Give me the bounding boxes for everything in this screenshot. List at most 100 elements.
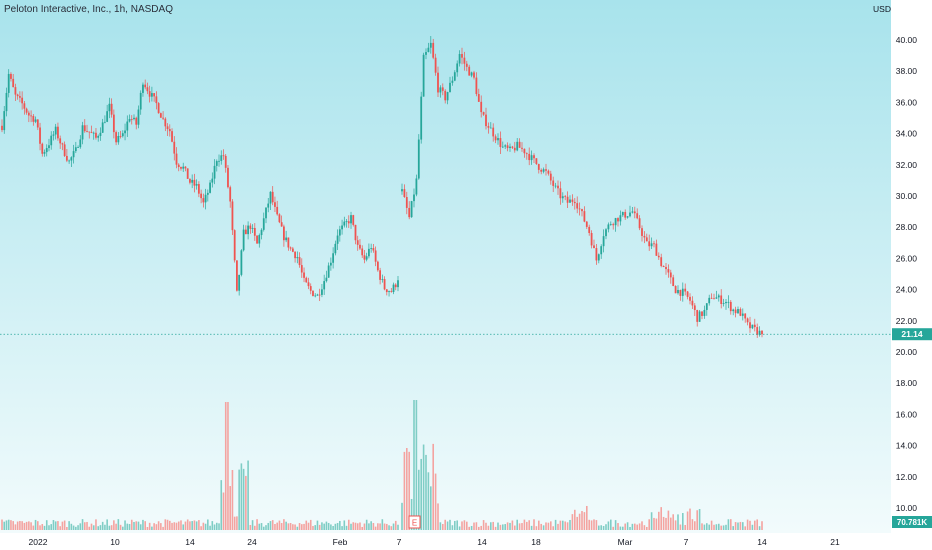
candle <box>477 88 480 102</box>
candle <box>318 288 321 302</box>
candle <box>518 138 521 148</box>
volume-bar <box>283 519 285 530</box>
volume-bar <box>646 526 648 530</box>
volume-bar <box>260 523 263 530</box>
volume-bar <box>106 519 108 530</box>
volume-bar <box>345 525 348 530</box>
volume-bar <box>359 522 361 530</box>
volume-bar <box>751 524 754 530</box>
volume-bar <box>213 524 216 530</box>
candle <box>267 198 270 213</box>
candle <box>224 154 227 173</box>
candle <box>530 150 533 165</box>
x-tick-label: 2022 <box>29 537 48 547</box>
candle <box>305 276 308 283</box>
candle <box>227 165 229 189</box>
candle <box>244 225 247 235</box>
candle <box>133 114 135 121</box>
candle <box>741 308 744 321</box>
volume-bar <box>660 507 662 530</box>
volume-bar <box>514 525 516 530</box>
candle <box>571 194 574 206</box>
volume-bar <box>14 524 17 530</box>
volume-bar <box>518 523 521 530</box>
candle <box>612 222 615 230</box>
candle <box>12 73 15 88</box>
candle <box>206 189 209 202</box>
volume-bar <box>287 523 290 530</box>
volume-bar <box>638 523 641 530</box>
volume-bar <box>307 522 310 530</box>
candle <box>473 70 475 80</box>
volume-bar <box>202 522 205 530</box>
volume-bar <box>487 525 490 530</box>
x-tick-label: 14 <box>757 537 767 547</box>
candle <box>691 296 694 309</box>
candle <box>121 130 124 138</box>
volume-bar <box>227 402 229 530</box>
y-tick-label: 10.00 <box>896 503 918 513</box>
volume-bar <box>550 521 552 530</box>
volume-bar <box>437 503 439 530</box>
volume-bar <box>533 519 535 530</box>
volume-bar <box>177 521 180 530</box>
volume-bar <box>694 521 696 530</box>
candle <box>345 218 348 228</box>
candle <box>403 184 406 198</box>
candle <box>717 293 720 302</box>
volume-bar <box>444 519 446 530</box>
volume-bar <box>240 463 243 530</box>
candle <box>153 92 156 102</box>
volume-bar <box>758 526 761 530</box>
candle <box>157 102 160 114</box>
volume-bar <box>50 524 53 530</box>
volume-bar <box>276 522 278 530</box>
volume-bar <box>92 525 95 530</box>
candle <box>446 91 449 105</box>
candle <box>751 324 754 330</box>
candle <box>81 121 84 145</box>
volume-bar <box>356 523 359 530</box>
volume-bar <box>667 510 670 530</box>
candle <box>408 201 411 220</box>
volume-bar <box>323 523 325 530</box>
candle <box>258 233 261 248</box>
candle <box>180 166 182 171</box>
candle <box>441 83 444 96</box>
candle <box>16 93 19 100</box>
candle <box>195 179 198 190</box>
volume-bar <box>45 520 48 530</box>
volume-bar <box>600 525 602 530</box>
candle <box>247 221 250 240</box>
volume-bar <box>157 521 160 530</box>
candle <box>657 252 660 260</box>
candle <box>18 91 21 103</box>
volume-bar <box>636 524 638 530</box>
x-tick-label: 10 <box>110 537 120 547</box>
candle <box>139 90 142 115</box>
volume-bar <box>108 525 111 530</box>
candle <box>394 283 397 291</box>
candle <box>417 134 420 180</box>
volume-bar <box>521 523 523 530</box>
volume-bar <box>280 523 283 530</box>
volume-bar <box>434 473 437 530</box>
plot-background <box>0 0 891 533</box>
candle <box>509 143 511 152</box>
volume-bar <box>691 519 694 530</box>
volume-bar <box>415 400 418 530</box>
volume-bar <box>571 514 574 530</box>
volume-bar <box>422 444 425 530</box>
earnings-marker[interactable]: E <box>408 515 421 529</box>
last-price-badge: 21.14 <box>892 328 932 341</box>
candle <box>521 142 523 152</box>
volume-bar <box>547 522 550 530</box>
volume-bar <box>195 521 198 530</box>
volume-bar <box>713 524 715 530</box>
candle <box>162 111 164 121</box>
volume-bar <box>528 520 530 530</box>
volume-bar <box>117 519 120 530</box>
volume-bar <box>233 516 236 530</box>
candle <box>238 274 241 296</box>
